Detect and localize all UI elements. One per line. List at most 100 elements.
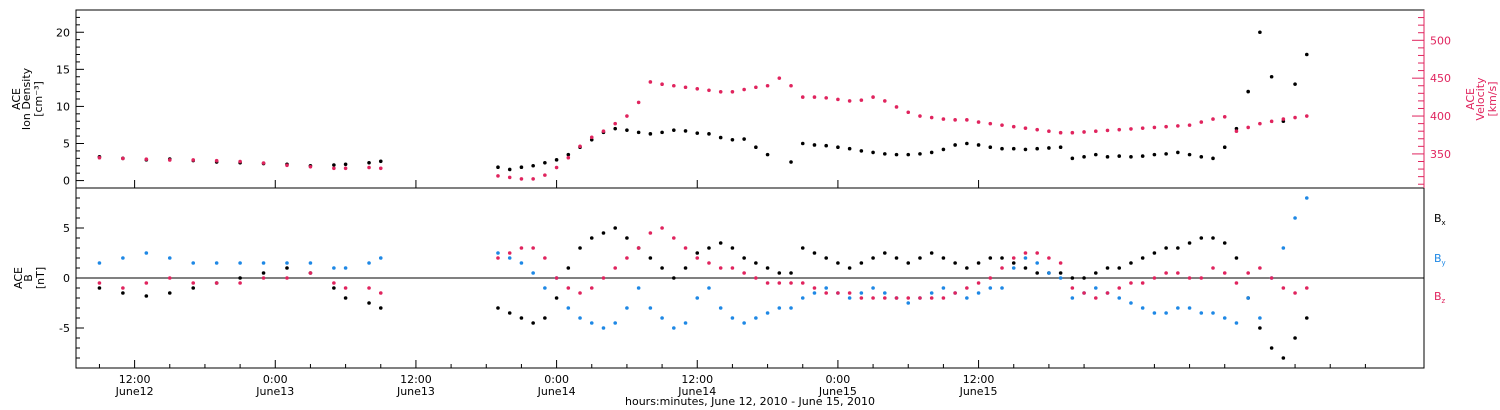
bottom-series-point-s0-6 — [238, 276, 242, 280]
x-axis-ticks: 12:00June120:00June1312:00June130:00June… — [98, 180, 1366, 398]
top-series-point-s0-62 — [1070, 156, 1075, 161]
bottom-series-point-s1-35 — [742, 321, 746, 325]
bottom-series-point-s1-60 — [1035, 261, 1039, 265]
bottom-series-point-s0-48 — [894, 256, 899, 260]
top-series-point-s1-19 — [554, 165, 559, 170]
bottom-series-point-s2-32 — [707, 261, 711, 265]
top-series-point-s1-11 — [343, 166, 348, 171]
bottom-series-point-s0-44 — [847, 266, 852, 270]
bottom-series-point-s2-5 — [214, 281, 219, 285]
legend-bx: Bx — [1434, 212, 1446, 227]
bottom-left-title-line2: B — [22, 274, 35, 282]
bottom-series-point-s2-15 — [507, 251, 512, 255]
top-series-point-s1-7 — [261, 161, 266, 165]
bottom-series-point-s2-13 — [378, 291, 383, 295]
bottom-series-point-s1-32 — [707, 286, 711, 290]
bottom-series-point-s0-43 — [836, 261, 840, 265]
top-series-point-s1-4 — [191, 158, 196, 162]
top-series-point-s1-23 — [601, 129, 606, 133]
bottom-series-point-s1-6 — [238, 261, 242, 265]
bottom-series-point-s1-37 — [765, 311, 770, 315]
top-series-point-s1-5 — [214, 158, 219, 163]
bottom-series-point-s2-38 — [777, 281, 782, 285]
top-series-point-s1-73 — [1187, 123, 1192, 127]
bottom-series-point-s0-65 — [1093, 271, 1098, 275]
bottom-left-title-line1: ACE — [12, 267, 25, 289]
top-series-point-s1-39 — [789, 83, 793, 88]
bottom-series-point-s2-33 — [718, 266, 723, 270]
top-series-point-s0-76 — [1234, 126, 1239, 131]
bottom-series-point-s2-36 — [754, 276, 758, 280]
bottom-series-point-s0-76 — [1222, 241, 1227, 245]
bottom-series-point-s0-33 — [718, 241, 723, 245]
top-series-point-s1-35 — [742, 87, 746, 92]
bottom-series-point-s0-32 — [707, 246, 711, 250]
top-right-tick-label: 500 — [1430, 34, 1451, 47]
bottom-series-point-s2-31 — [695, 256, 700, 260]
bottom-series-point-s2-2 — [144, 281, 149, 285]
bottom-series-point-s1-14 — [496, 251, 500, 255]
bottom-series-point-s1-0 — [97, 261, 102, 265]
top-left-tick-label: 20 — [56, 26, 70, 39]
top-series-point-s1-43 — [836, 97, 840, 102]
bottom-series-point-s0-35 — [742, 256, 746, 260]
top-series-point-s0-52 — [953, 143, 957, 147]
top-series-point-s1-46 — [871, 95, 875, 99]
bottom-series-point-s2-14 — [496, 256, 500, 260]
top-series-point-s0-50 — [929, 150, 934, 155]
bottom-series-point-s2-53 — [953, 291, 957, 295]
bottom-series-point-s1-22 — [589, 321, 594, 325]
top-series-point-s1-48 — [894, 105, 899, 109]
bottom-series-point-s0-68 — [1129, 261, 1133, 265]
bottom-series-point-s1-9 — [308, 261, 313, 265]
bottom-series-point-s0-47 — [883, 251, 887, 255]
bottom-series-point-s2-59 — [1023, 251, 1028, 255]
bottom-series-point-s2-77 — [1234, 281, 1239, 285]
bottom-series-point-s2-22 — [589, 286, 594, 290]
top-series-point-s1-25 — [625, 114, 629, 118]
bottom-series-point-s2-62 — [1058, 261, 1063, 265]
bottom-left-title-line3: [nT] — [34, 267, 47, 289]
bottom-series-point-s1-39 — [789, 306, 793, 310]
bottom-series-point-s1-21 — [578, 316, 582, 320]
bottom-series-point-s0-67 — [1117, 266, 1122, 270]
x-tick-time-label: 12:00 — [119, 373, 151, 386]
bottom-series-point-s0-45 — [859, 261, 864, 265]
bottom-series-point-s1-46 — [871, 286, 875, 290]
bottom-series-point-s1-11 — [343, 266, 348, 270]
top-series-point-s0-60 — [1047, 146, 1051, 150]
bottom-series-point-s1-13 — [378, 256, 383, 260]
top-series-point-s0-51 — [941, 147, 946, 152]
top-series-point-s1-81 — [1281, 117, 1286, 121]
top-series-point-s1-82 — [1293, 115, 1297, 120]
bottom-series-point-s0-74 — [1199, 236, 1204, 240]
bottom-series-point-s0-75 — [1211, 236, 1215, 240]
x-tick-day-label: June12 — [115, 385, 154, 398]
top-series-point-s1-63 — [1070, 130, 1075, 135]
top-series-point-s0-78 — [1258, 30, 1262, 35]
bottom-tick-label: 0 — [63, 272, 70, 285]
bottom-series-point-s1-29 — [672, 326, 676, 330]
top-series-point-s1-41 — [812, 95, 817, 99]
bottom-series-point-s2-79 — [1258, 266, 1262, 270]
bottom-series-point-s0-21 — [578, 246, 582, 250]
top-series-point-s1-24 — [613, 121, 617, 126]
top-right-title-line3: [km/s] — [1486, 81, 1499, 116]
bottom-series-point-s1-75 — [1211, 311, 1215, 315]
bottom-series-point-s2-26 — [636, 246, 641, 250]
top-series-point-s1-77 — [1234, 129, 1239, 133]
top-series-point-s0-39 — [800, 141, 805, 146]
top-series-point-s0-37 — [765, 152, 770, 157]
bottom-series-point-s0-64 — [1082, 276, 1086, 280]
bottom-series-point-s1-28 — [660, 316, 664, 320]
bottom-series-point-s0-20 — [566, 266, 571, 270]
bottom-series-point-s1-59 — [1023, 256, 1028, 260]
bottom-left-axis-title: ACE B [nT] — [12, 267, 47, 289]
bottom-series-point-s0-24 — [613, 226, 617, 230]
bottom-series-point-s1-58 — [1011, 266, 1016, 270]
bottom-series-point-s2-0 — [97, 281, 102, 285]
bottom-series-point-s2-71 — [1164, 271, 1168, 275]
bottom-series-point-s2-28 — [660, 226, 664, 230]
top-series-point-s1-9 — [308, 164, 313, 169]
bottom-series-point-s2-19 — [554, 276, 559, 280]
